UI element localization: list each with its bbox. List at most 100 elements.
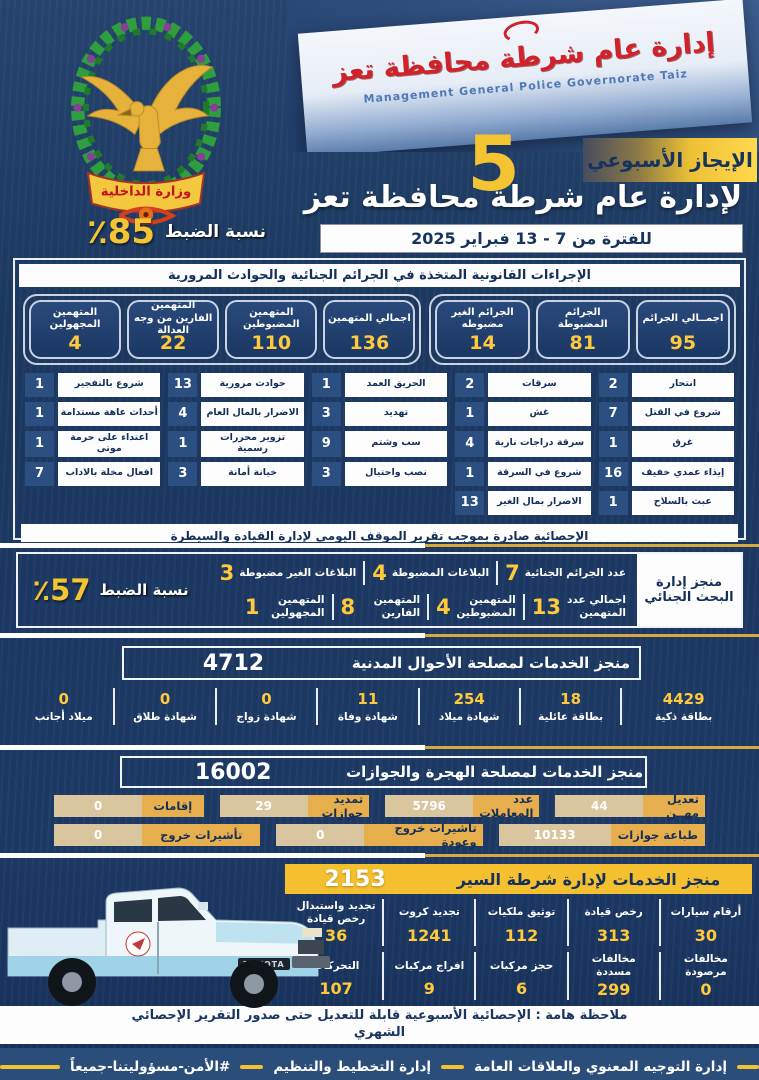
- traffic-label: حجز مركبات: [489, 959, 554, 972]
- crime-label: إيذاء عمدي خفيف: [631, 461, 734, 486]
- civil-section-total: 4712: [202, 650, 265, 676]
- civil-label: شهادة ميلاد: [438, 711, 500, 723]
- passport-value: 29: [219, 795, 308, 817]
- stat-value: 110: [251, 332, 292, 354]
- passport-value: 0: [53, 795, 142, 817]
- crime-stat: حوادث مرورية 13: [168, 372, 304, 397]
- passport-label: تأشيرات خروج وعودة: [364, 821, 483, 849]
- traffic-stat: توثيق ملكيات 112: [474, 899, 566, 947]
- traffic-value: 36: [324, 926, 348, 946]
- civil-label: شهادة طلاق: [133, 711, 197, 723]
- passport-label: طباعة جوازات: [610, 824, 705, 846]
- separator: [0, 542, 759, 548]
- crime-stat: شروع في السرقة 1: [455, 461, 591, 486]
- crime-stat: إيذاء عمدي خفيف 16: [598, 461, 734, 486]
- footer-item: إدارة التوجيه المعنوي والعلاقات العامة: [474, 1059, 727, 1075]
- civil-stat: 0 شهادة زواج: [214, 688, 316, 725]
- accused-totals-group: اجمالي المتهمين 136 المتهمين المضبوطين 1…: [23, 294, 422, 365]
- traffic-label: تجديد كروت: [398, 906, 460, 919]
- stat-value: 4: [68, 332, 82, 354]
- traffic-stats-grid: أرقام سيارات 30 رخص قيادة 313 توثيق ملكيات…: [290, 899, 751, 1000]
- cid-value: 8: [340, 595, 356, 619]
- crime-label: شروع في السرقة: [488, 461, 591, 486]
- passport-section-title: منجز الخدمات لمصلحة الهجرة والجوازات: [346, 763, 644, 781]
- passport-label: إقامات: [141, 795, 204, 817]
- crime-value: 13: [455, 490, 485, 515]
- cid-section: منجز إدارة البحث الجنائي عدد الجرائم الج…: [0, 548, 759, 632]
- traffic-stat: تجديد واستبدال رخص قيادة 36: [290, 899, 382, 946]
- crime-stat: تهديد 3: [311, 401, 448, 426]
- traffic-value: 9: [423, 979, 435, 999]
- crime-stat: شروع بالتفجير 1: [25, 372, 161, 397]
- crime-label: خيانة أمانة: [201, 461, 304, 486]
- traffic-section: TOYOTA منجز الخدمات لإدارة شرطة السير 21…: [0, 864, 759, 1008]
- civil-value: 254: [453, 690, 485, 708]
- civil-stat: 254 شهادة ميلاد: [417, 688, 519, 725]
- stat-label: اجمالي المتهمين: [327, 312, 411, 324]
- cid-row-2: اجمالي عدد المتهمين 13 المتهمين المضبوطين…: [207, 590, 633, 624]
- crime-stat: غش 1: [455, 401, 591, 426]
- passport-stat: تأشيرات خروج 0: [54, 824, 261, 846]
- separator: [0, 852, 759, 858]
- header: إدارة عام شرطة محافظة تعز Management Gen…: [0, 0, 759, 258]
- cid-stat: البلاغات المضبوطة 4: [363, 561, 496, 585]
- crime-stat: الاضرار بمال الغير 13: [455, 490, 591, 515]
- crime-stat: افعال مخلة بالاداب 7: [25, 461, 161, 486]
- crime-value: 1: [168, 430, 198, 457]
- civil-section: منجز الخدمات لمصلحة الأحوال المدنية 4712…: [0, 638, 759, 744]
- crime-value: 1: [455, 401, 485, 426]
- crime-label: افعال مخلة بالاداب: [58, 461, 161, 486]
- stat-label: الجرائم المضبوطة: [557, 306, 608, 331]
- footer-bar: إدارة التوجيه المعنوي والعلاقات العامة إ…: [0, 1048, 759, 1080]
- footer-dash: [441, 1065, 465, 1069]
- passport-row-2: طباعة جوازات 10133 تأشيرات خروج وعودة 0 تأ…: [54, 821, 705, 849]
- seizure-rate-value: ٪85: [86, 212, 156, 252]
- cid-label: المتهمين الفارين: [373, 594, 421, 619]
- civil-section-title: منجز الخدمات لمصلحة الأحوال المدنية: [351, 654, 631, 672]
- page-title: لإدارة عام شرطة محافظة تعز: [303, 180, 743, 215]
- crime-value: 16: [598, 461, 628, 486]
- crime-value: 4: [455, 430, 485, 457]
- crime-value: 3: [168, 461, 198, 486]
- traffic-value: 107: [319, 979, 353, 999]
- cid-stat: اجمالي عدد المتهمين 13: [522, 594, 633, 620]
- crime-stat: اعتداء على حرمة موتى 1: [25, 430, 161, 457]
- civil-value: 4429: [662, 690, 705, 708]
- traffic-stat: تجديد كروت 1241: [382, 899, 474, 947]
- civil-label: شهادة وفاة: [337, 711, 398, 723]
- cid-row-1: عدد الجرائم الجنائية 7 البلاغات المضبوطة 4…: [207, 556, 633, 590]
- passport-stat: تأشيرات خروج وعودة 0: [276, 821, 483, 849]
- crime-value: 13: [168, 372, 198, 397]
- legal-section-footnote: الإحصائية صادرة بموجب تقرير الموقف اليوم…: [21, 523, 738, 542]
- stat-value: 95: [669, 332, 697, 354]
- crime-label: انتحار: [631, 372, 734, 397]
- civil-stat: 0 شهادة طلاق: [113, 688, 214, 725]
- cid-stat: المتهمين المضبوطين 4: [427, 594, 523, 620]
- totals-row: اجمــالي الجرائم 95 الجرائم المضبوطة 81 …: [15, 291, 744, 368]
- stat-box: المتهمين المجهولين 4: [28, 300, 122, 359]
- stat-value: 22: [159, 332, 187, 354]
- cid-value: 1: [244, 595, 260, 619]
- crime-stat: انتحار 2: [598, 372, 734, 397]
- traffic-value: 112: [504, 926, 539, 945]
- cid-stat: المتهمين المجهولين 1: [238, 594, 332, 619]
- important-note-text: ملاحظة هامة : الإحصائية الأسبوعية قابلة …: [131, 1008, 628, 1040]
- crime-value: 2: [455, 372, 485, 397]
- civil-stat: 4429 بطاقة ذكية: [620, 688, 745, 725]
- stat-value: 136: [349, 332, 390, 354]
- crime-value: 1: [598, 430, 628, 457]
- cid-label: المتهمين المجهولين: [271, 594, 325, 619]
- traffic-stat: رخص قيادة 313: [566, 899, 659, 947]
- footer-dash: [737, 1065, 759, 1069]
- passport-label: تمديد جوازات: [307, 792, 370, 820]
- crime-label: تهديد: [344, 401, 448, 426]
- crime-stat: الاضرار بالمال العام 4: [168, 401, 304, 426]
- crime-value: 2: [598, 372, 628, 397]
- crime-label: سرقات: [488, 372, 591, 397]
- crime-value: 3: [311, 461, 341, 486]
- crime-label: سرقة دراجات نارية: [488, 430, 591, 457]
- crime-label: شروع في القتل: [631, 401, 734, 426]
- emblem-banner: [86, 171, 206, 214]
- crime-value: 1: [25, 430, 55, 457]
